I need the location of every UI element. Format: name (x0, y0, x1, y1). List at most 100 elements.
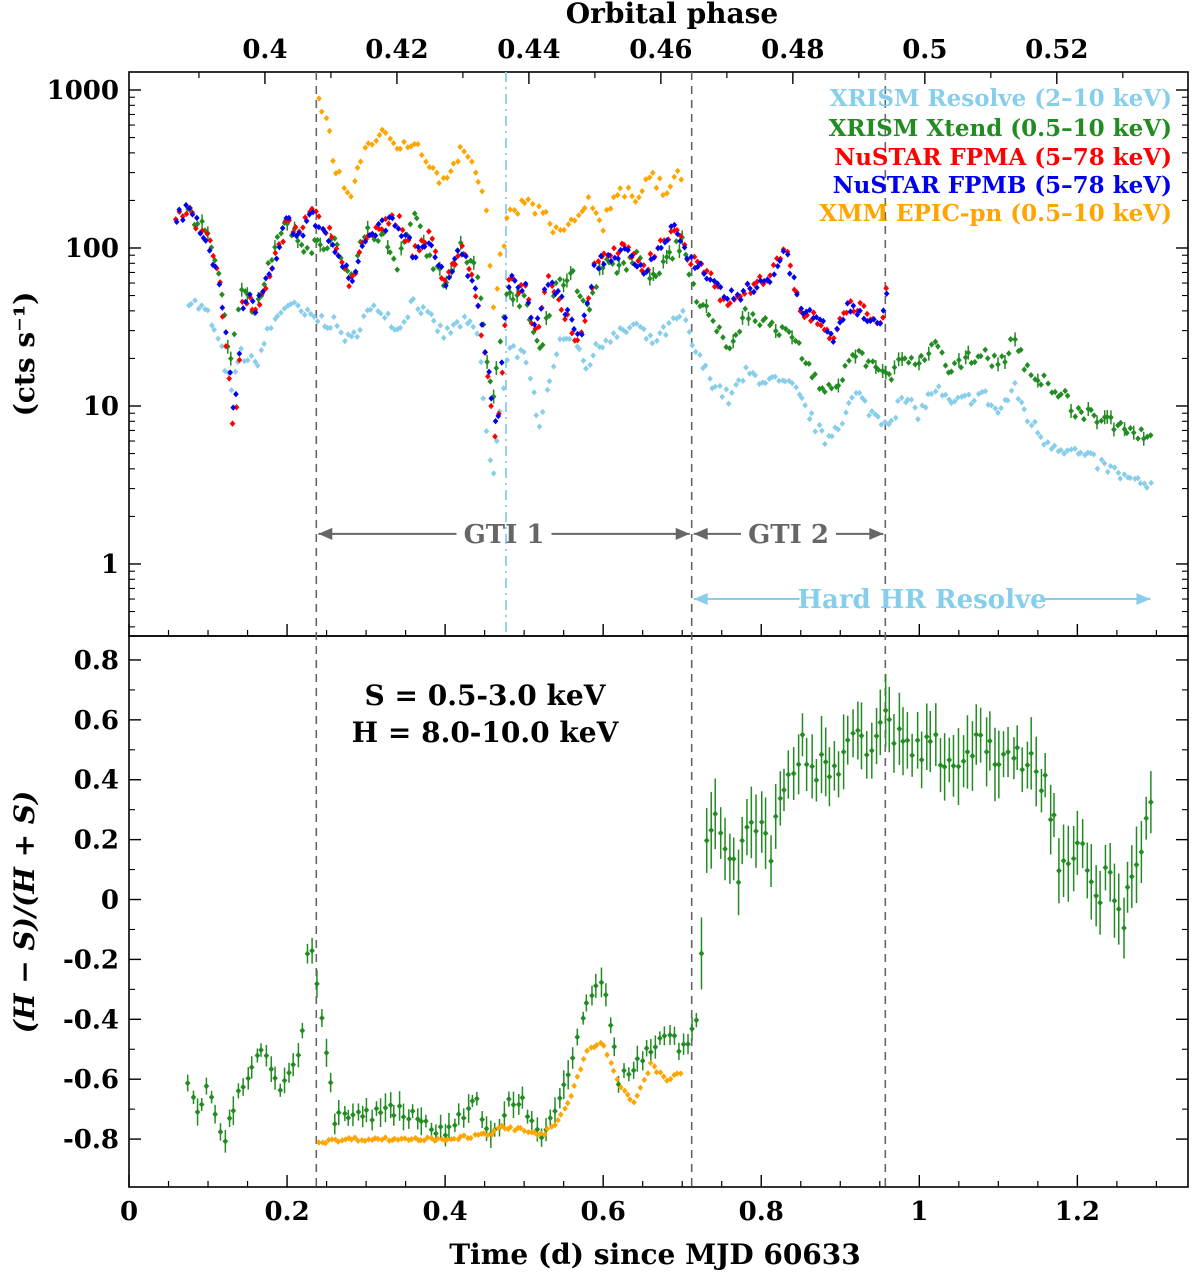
hr-epic-point (614, 1076, 620, 1083)
xtend-point (865, 358, 872, 365)
xtend-point (736, 328, 743, 335)
hr-epic-point (484, 1132, 491, 1139)
hr-xtend-point (382, 1104, 389, 1111)
hr-xtend-point (927, 738, 934, 745)
epic-point (440, 174, 447, 182)
fpmb-point (579, 331, 585, 338)
xtend-point (235, 306, 242, 313)
hr-epic-point (372, 1135, 378, 1142)
epic-point (408, 143, 414, 150)
y-tick-label: 10 (83, 392, 119, 422)
xtend-point (616, 261, 622, 269)
xtend-point (916, 360, 922, 367)
hr-epic-point (552, 1121, 558, 1129)
resolve-point (666, 319, 672, 327)
resolve-point (1111, 464, 1118, 471)
epic-point (330, 157, 336, 165)
resolve-point (521, 348, 527, 356)
epic-point (674, 167, 681, 175)
resolve-point (514, 354, 521, 361)
fpma-point (328, 233, 335, 241)
xtend-point (891, 364, 898, 371)
hr-xtend-point (263, 1052, 270, 1059)
fpmb-point (502, 314, 508, 321)
fpma-point (429, 235, 436, 242)
epic-point (497, 250, 503, 258)
fpmb-point (345, 274, 352, 282)
xtend-point (799, 355, 805, 363)
fpmb-point (223, 329, 229, 336)
resolve-point (553, 351, 560, 358)
resolve-point (1094, 465, 1101, 472)
fpma-point (621, 241, 627, 248)
xtend-point (1002, 358, 1008, 366)
hr-epic-point (389, 1136, 396, 1144)
hr-xtend-point (941, 763, 948, 771)
hr-xtend-point (391, 1112, 397, 1119)
resolve-point (464, 320, 471, 327)
fpmb-point (724, 295, 731, 303)
resolve-point (1034, 429, 1041, 437)
fpmb-point (512, 277, 518, 284)
resolve-point (418, 310, 424, 317)
xtend-point (796, 339, 802, 347)
hr-xtend-point (983, 748, 990, 756)
resolve-point (680, 307, 686, 315)
fpmb-point (847, 308, 854, 315)
fpmb-point (844, 300, 851, 307)
hr-epic-point (660, 1073, 667, 1080)
xtend-point (510, 296, 516, 303)
epic-point (639, 187, 645, 195)
resolve-point (342, 337, 348, 345)
fpmb-point (180, 216, 186, 224)
resolve-point (334, 322, 340, 330)
resolve-point (202, 305, 208, 313)
fpmb-point (330, 241, 336, 249)
fpma-point (715, 283, 721, 290)
resolve-point (1028, 422, 1035, 429)
fpma-point (630, 250, 637, 258)
hr-xtend-point (1000, 750, 1007, 758)
hr-xtend-point (722, 845, 728, 853)
hr-xtend-point (396, 1102, 403, 1110)
resolve-point (235, 358, 241, 366)
resolve-point (331, 313, 337, 321)
resolve-point (607, 338, 614, 346)
fpmb-point (479, 321, 485, 328)
resolve-point (692, 348, 699, 356)
hr-epic-point (641, 1076, 648, 1084)
hr-epic-point (517, 1124, 524, 1132)
fpmb-point (359, 242, 366, 250)
hr-xtend-point (418, 1118, 425, 1125)
resolve-point (1117, 475, 1124, 482)
series-xtend (185, 205, 1154, 446)
fpma-point (549, 282, 555, 290)
fpmb-point (625, 246, 631, 254)
xtend-point (895, 356, 902, 363)
hr-xtend-point (1070, 855, 1077, 862)
hr-xtend-point (607, 1022, 614, 1029)
fpmb-point (332, 248, 338, 256)
fpma-point (492, 433, 498, 440)
xtend-point (905, 359, 912, 366)
fpmb-point (310, 208, 316, 216)
fpma-point (787, 262, 794, 269)
resolve-point (723, 386, 730, 393)
hr-xtend-point (455, 1111, 462, 1118)
resolve-point (772, 373, 778, 380)
resolve-point (676, 313, 683, 320)
fpmb-point (352, 268, 359, 275)
xtend-point (546, 312, 553, 319)
fpmb-point (717, 283, 724, 291)
hr-epic-point (647, 1059, 654, 1067)
hr-xtend-point (240, 1083, 246, 1091)
xtend-point (521, 292, 527, 299)
resolve-point (204, 307, 211, 314)
hr-epic-point (657, 1069, 664, 1076)
fpmb-point (744, 280, 751, 288)
hr-xtend-point (217, 1128, 224, 1136)
resolve-point (599, 344, 606, 351)
hr-xtend-point (946, 756, 953, 764)
fpmb-point (703, 275, 710, 282)
resolve-point (583, 365, 589, 372)
